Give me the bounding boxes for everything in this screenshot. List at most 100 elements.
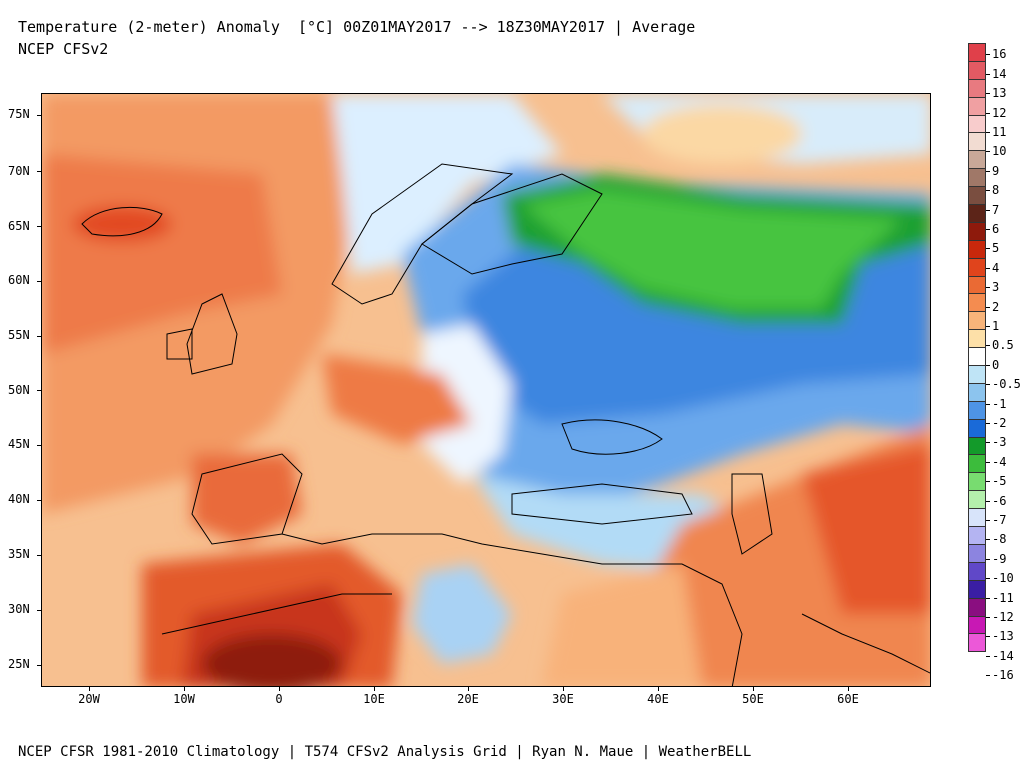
legend-swatch [968,400,986,420]
legend-label: -0.5 [992,377,1021,392]
legend-tick [986,132,990,133]
lon-tick [89,687,90,691]
legend-tick [986,54,990,56]
lon-tick [374,687,375,691]
lat-tick [37,500,41,501]
legend-tick [986,461,990,463]
legend-tick [986,248,990,250]
legend-tick [986,151,990,153]
lon-tick [468,687,469,691]
lat-label: 45N [8,437,30,451]
legend-label: -2 [992,416,1007,430]
lat-label: 50N [8,383,30,397]
legend-label: 6 [992,222,1000,236]
lon-label: 10E [363,692,385,706]
legend-label: 16 [992,47,1007,62]
legend-tick [986,597,990,599]
lat-tick [37,445,41,446]
legend-tick [986,73,990,75]
lat-tick [37,226,41,227]
lat-label: 35N [8,547,30,561]
legend-swatch [968,508,986,528]
lat-tick [37,115,41,116]
legend-tick [986,112,990,114]
color-legend [968,43,986,653]
legend-tick [986,578,990,580]
legend-tick [986,655,990,657]
legend-swatch [968,436,986,456]
lat-label: 40N [8,492,30,506]
legend-swatch [968,347,986,367]
lon-label: 40E [647,692,669,706]
lon-label: 20W [78,692,100,706]
legend-tick [986,93,990,95]
lon-label: 20E [457,692,479,706]
lat-tick [37,665,41,666]
lat-label: 25N [8,657,30,671]
legend-label: 0.5 [992,338,1014,353]
lon-label: 0 [275,692,283,706]
legend-label: -8 [992,532,1007,547]
legend-tick [986,423,990,424]
legend-swatch [968,186,986,206]
legend-tick [986,617,990,618]
legend-swatch [968,114,986,134]
lat-tick [37,610,41,611]
legend-tick [986,675,990,677]
legend-swatch [968,597,986,617]
legend-swatch [968,329,986,349]
legend-label: 14 [992,66,1007,81]
anomaly-map [41,93,931,687]
legend-tick [986,267,990,269]
legend-label: -9 [992,551,1007,566]
legend-label: -7 [992,513,1007,527]
lon-tick [658,687,659,691]
legend-swatch [968,60,986,80]
legend-tick [986,209,990,211]
lon-label: 10W [173,692,195,706]
legend-swatch [968,221,986,241]
legend-label: 1 [992,319,1000,333]
legend-label: 11 [992,125,1007,139]
map-subtitle: NCEP CFSv2 [18,40,109,58]
legend-tick [986,170,990,172]
legend-label: -16 [992,668,1014,683]
lon-tick [753,687,754,691]
legend-label: -14 [992,648,1014,663]
legend-tick [986,403,990,405]
lat-label: 70N [8,164,30,178]
map-title: Temperature (2-meter) Anomaly [°C] 00Z01… [18,18,696,36]
legend-tick [986,345,990,347]
legend-tick [986,190,990,192]
legend-swatch [968,132,986,152]
legend-tick [986,539,990,541]
legend-swatch [968,150,986,170]
legend-swatch [968,633,986,653]
legend-label: 7 [992,202,1000,217]
lat-label: 65N [8,219,30,233]
legend-label: 5 [992,241,1000,256]
legend-label: -4 [992,454,1007,469]
legend-label: 2 [992,299,1000,314]
lat-label: 55N [8,328,30,342]
legend-swatch [968,43,986,62]
legend-swatch [968,579,986,599]
legend-label: -3 [992,435,1007,450]
legend-label: -5 [992,474,1007,489]
legend-swatch [968,365,986,384]
footer-credits: NCEP CFSR 1981-2010 Climatology | T574 C… [18,744,752,760]
legend-label: -12 [992,610,1014,624]
legend-swatch [968,293,986,313]
legend-label: 9 [992,163,1000,178]
lat-label: 30N [8,602,30,616]
legend-tick [986,481,990,483]
legend-tick [986,229,990,230]
legend-tick [986,364,990,366]
legend-swatch [968,615,986,635]
legend-label: 10 [992,144,1007,159]
legend-swatch [968,311,986,331]
anomaly-field [42,94,930,686]
legend-label: -13 [992,629,1014,644]
coastlines [81,163,930,686]
legend-tick [986,500,990,502]
